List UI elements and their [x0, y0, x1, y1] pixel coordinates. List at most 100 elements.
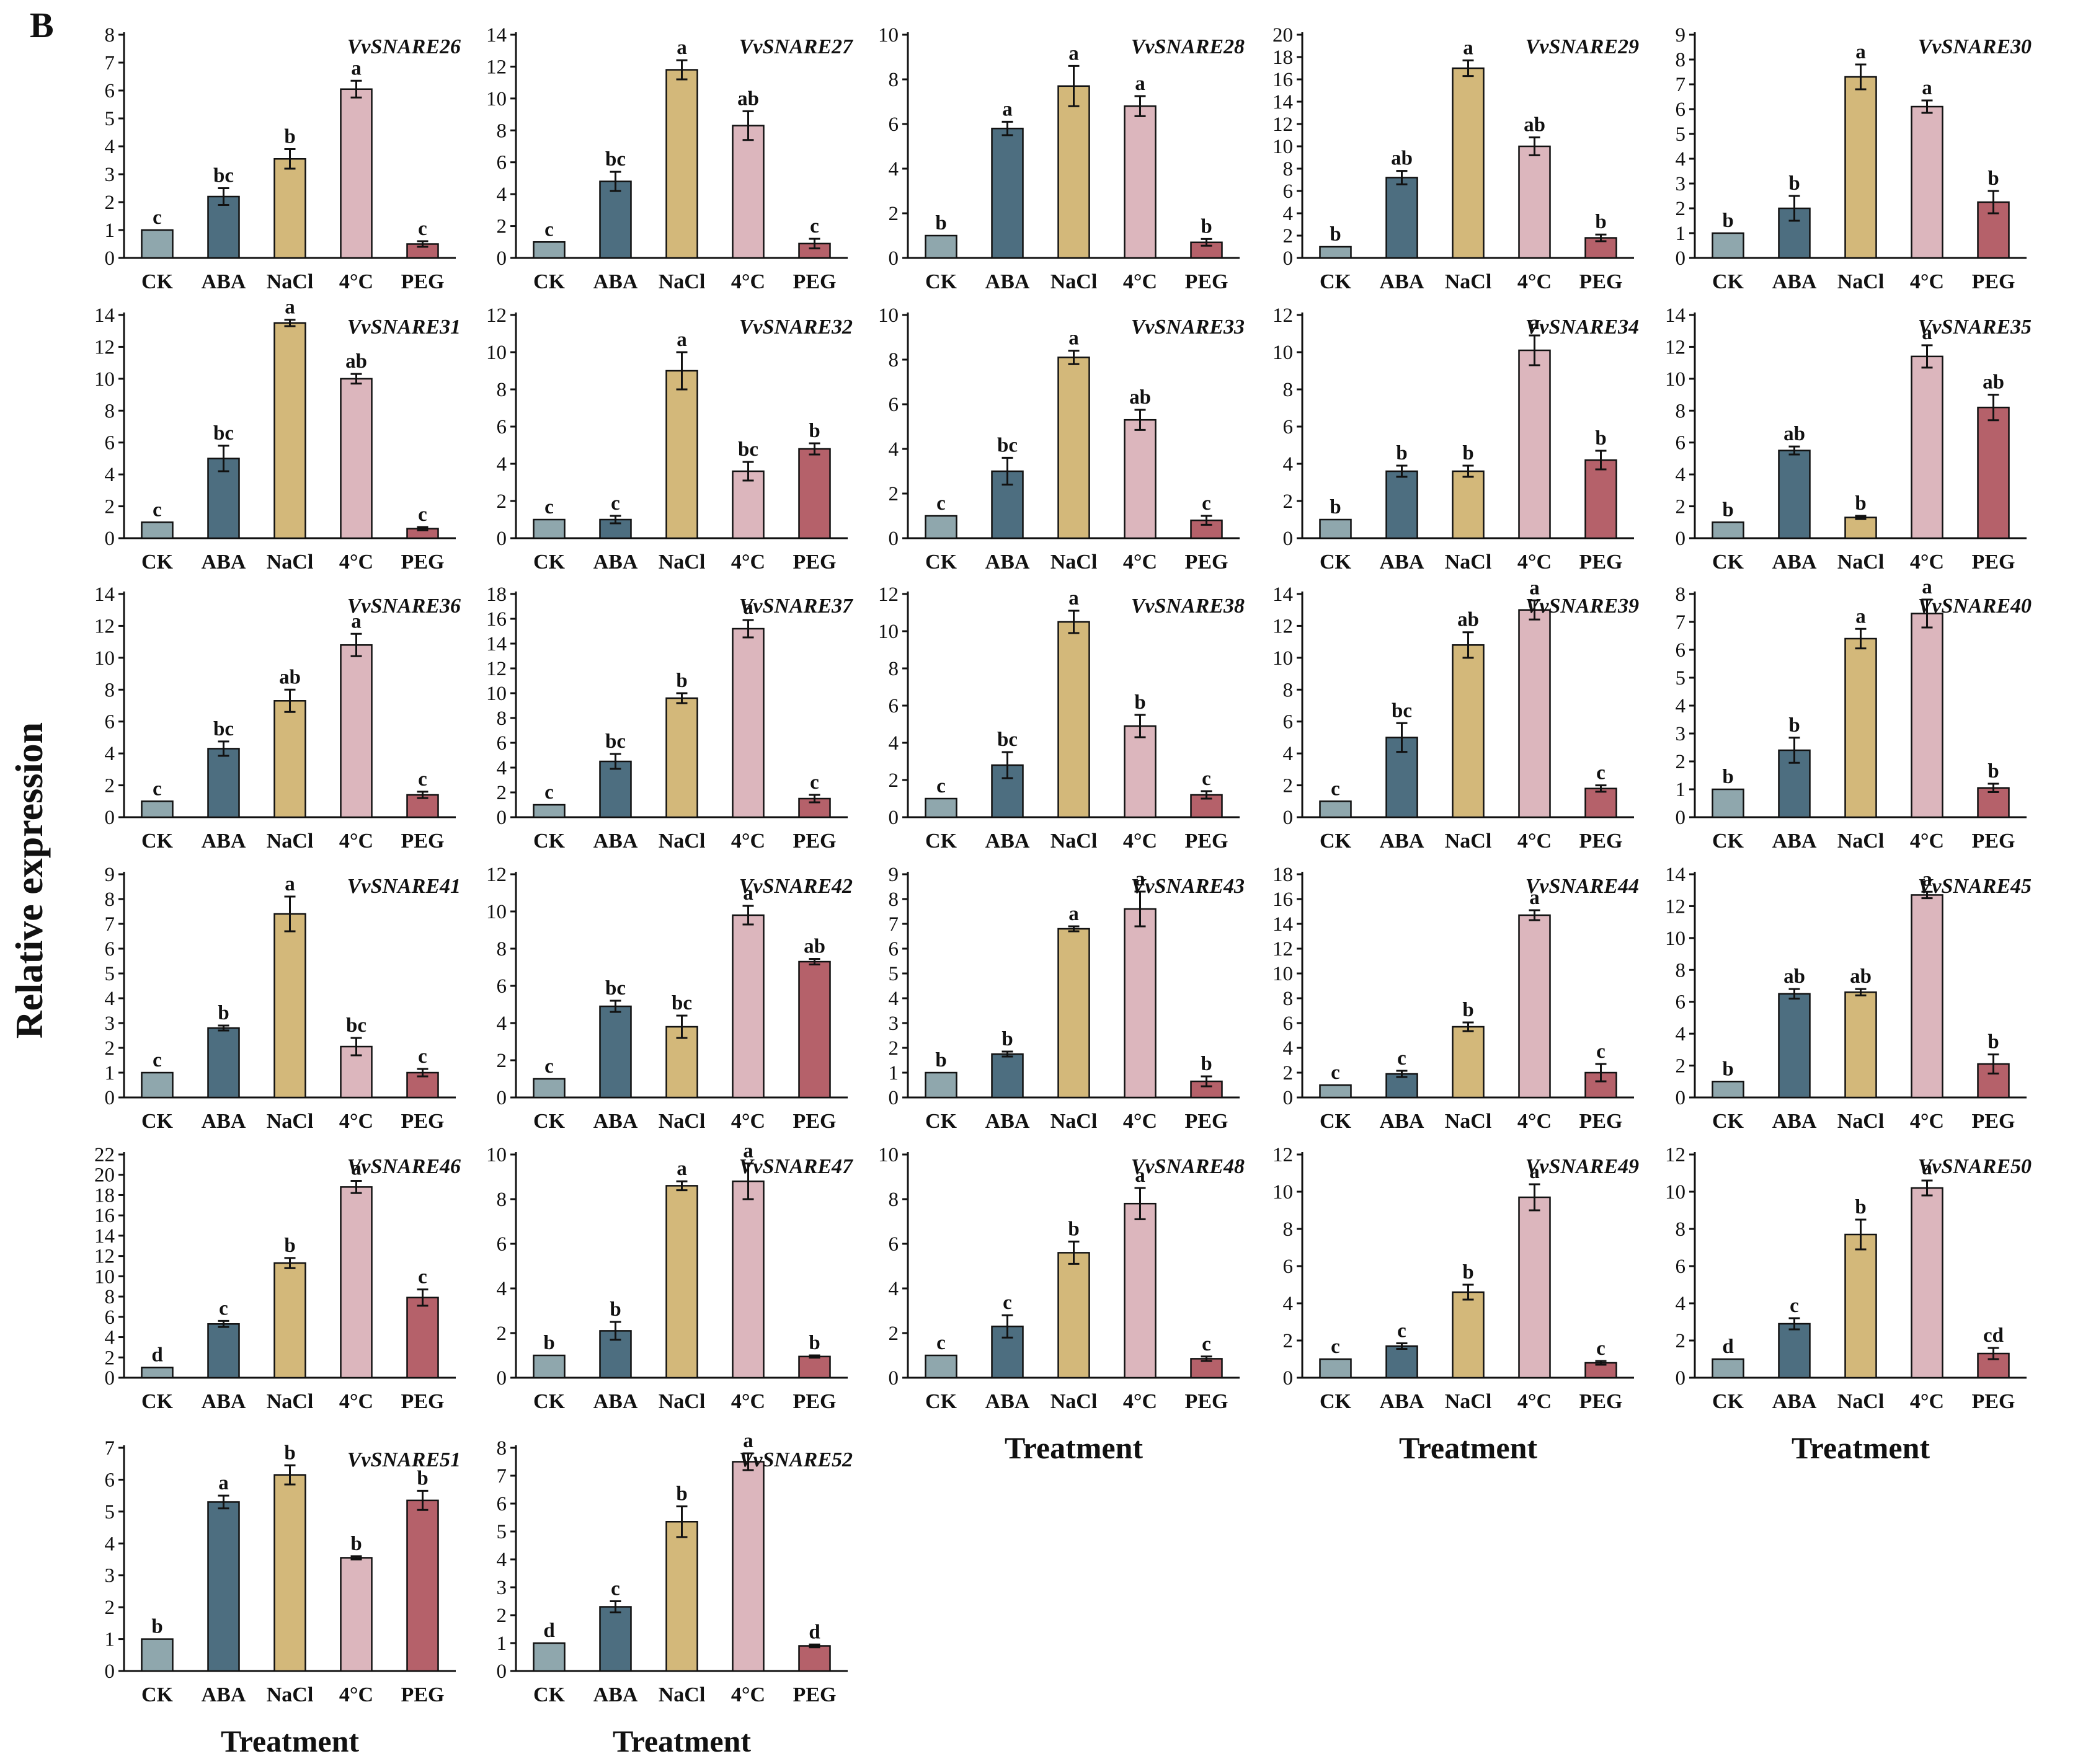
y-tick-label: 5 [1676, 123, 1686, 146]
y-tick-label: 7 [105, 913, 115, 936]
significance-letter: bc [213, 165, 234, 187]
y-tick-label: 12 [486, 658, 507, 680]
y-tick-label: 8 [497, 1437, 507, 1460]
error-bar [676, 692, 688, 704]
bar-ABA [599, 1330, 632, 1379]
significance-letter: b [676, 670, 687, 692]
bar-PEG [798, 1355, 831, 1379]
bar-NaCl [665, 1185, 698, 1379]
significance-letter: b [1462, 999, 1473, 1021]
bar-CK [1712, 1081, 1744, 1099]
y-tick-label: 0 [105, 1660, 115, 1683]
y-tick-label: 3 [105, 1013, 115, 1035]
y-tick-label: 8 [497, 707, 507, 730]
significance-letter: b [1002, 1028, 1013, 1050]
y-tick-label: 4 [105, 1533, 115, 1555]
x-tick-label: PEG [793, 1110, 837, 1133]
x-tick-label: ABA [593, 830, 638, 853]
y-tick-label: 18 [486, 583, 507, 606]
x-tick-label: NaCl [1445, 270, 1492, 293]
y-tick-label: 2 [497, 216, 507, 238]
significance-letter: c [418, 768, 427, 791]
y-tick-label: 6 [1676, 991, 1686, 1014]
significance-letter: a [1529, 1161, 1540, 1183]
x-tick-label: 4°C [731, 270, 765, 293]
error-bar [284, 1257, 296, 1269]
y-tick-label: 10 [878, 1144, 899, 1166]
x-tick-label: CK [533, 1683, 566, 1706]
x-tick-label: 4°C [731, 551, 765, 574]
bar-NaCl [1452, 470, 1485, 539]
y-tick-label: 2 [1676, 198, 1686, 220]
bar-CK [925, 515, 957, 539]
y-tick-label: 9 [105, 864, 115, 886]
error-bar [809, 237, 820, 250]
error-bar [284, 1464, 296, 1486]
chart-title: VvSNARE34 [1526, 316, 1639, 339]
error-bar [1988, 190, 1999, 215]
significance-letter: ab [737, 87, 759, 110]
significance-letter: bc [213, 718, 234, 740]
x-tick-label: CK [925, 830, 957, 853]
y-tick-label: 10 [486, 901, 507, 923]
chart-title: VvSNARE49 [1526, 1155, 1639, 1178]
error-bar [1921, 890, 1933, 900]
bar-NaCl [273, 322, 306, 539]
y-tick-label: 1 [1676, 779, 1686, 801]
y-tick-label: 6 [1676, 99, 1686, 121]
y-tick-label: 0 [889, 528, 899, 550]
y-tick-label: 4 [1676, 148, 1686, 171]
y-tick-label: 2 [889, 203, 899, 225]
x-tick-label: CK [1712, 1390, 1744, 1413]
x-tick-label: PEG [793, 830, 837, 853]
error-bar [1201, 515, 1212, 526]
y-tick-label: 6 [105, 1469, 115, 1491]
x-tick-label: ABA [985, 270, 1030, 293]
x-tick-label: ABA [202, 1683, 246, 1706]
x-tick-label: 4°C [1517, 1110, 1552, 1133]
y-tick-label: 12 [486, 56, 507, 78]
chart-title: VvSNARE47 [739, 1155, 854, 1178]
y-tick-label: 0 [497, 528, 507, 550]
y-tick-label: 4 [1283, 1037, 1294, 1060]
y-tick-label: 7 [889, 913, 899, 936]
x-tick-label: ABA [985, 1390, 1030, 1413]
error-bar [350, 632, 362, 657]
y-tick-label: 12 [1272, 113, 1293, 136]
y-tick-label: 8 [1676, 583, 1686, 606]
chart-VvSNARE43: 0 123 4 5 678 9 b CK b ABA a NaCl a 4°C b PEG VvSNARE43 [889, 864, 1245, 1133]
y-tick-label: 2 [497, 1050, 507, 1072]
x-tick-label: PEG [1972, 1390, 2015, 1413]
significance-letter: a [1068, 903, 1079, 925]
significance-letter: b [1855, 492, 1866, 515]
x-tick-label: NaCl [1837, 551, 1885, 574]
error-bar [1595, 1360, 1607, 1366]
bar-4°C [1518, 609, 1551, 818]
chart-title: VvSNARE44 [1526, 875, 1639, 898]
bar-4°C [1911, 355, 1943, 539]
significance-letter: a [218, 1472, 229, 1494]
significance-letter: b [284, 1234, 295, 1257]
x-tick-label: PEG [1579, 551, 1623, 574]
x-tick-label: PEG [793, 1683, 837, 1706]
significance-letter: a [677, 329, 687, 351]
y-tick-label: 0 [497, 1367, 507, 1389]
y-tick-label: 6 [889, 695, 899, 717]
y-tick-label: 2 [1676, 751, 1686, 773]
y-tick-label: 4 [889, 988, 899, 1010]
y-tick-label: 4 [497, 1549, 507, 1571]
bar-PEG [406, 1499, 439, 1672]
significance-letter: a [1068, 42, 1079, 64]
x-tick-label: CK [1712, 270, 1744, 293]
y-tick-label: 2 [105, 496, 115, 518]
y-tick-label: 14 [486, 24, 507, 47]
bar-ABA [1778, 993, 1811, 1099]
y-tick-label: 6 [497, 152, 507, 174]
bar-ABA [207, 1027, 240, 1099]
y-tick-label: 0 [105, 528, 115, 550]
error-bar [1396, 1342, 1408, 1350]
bar-PEG [1584, 459, 1617, 539]
significance-letter: b [218, 1002, 229, 1024]
error-bar [1002, 751, 1013, 779]
